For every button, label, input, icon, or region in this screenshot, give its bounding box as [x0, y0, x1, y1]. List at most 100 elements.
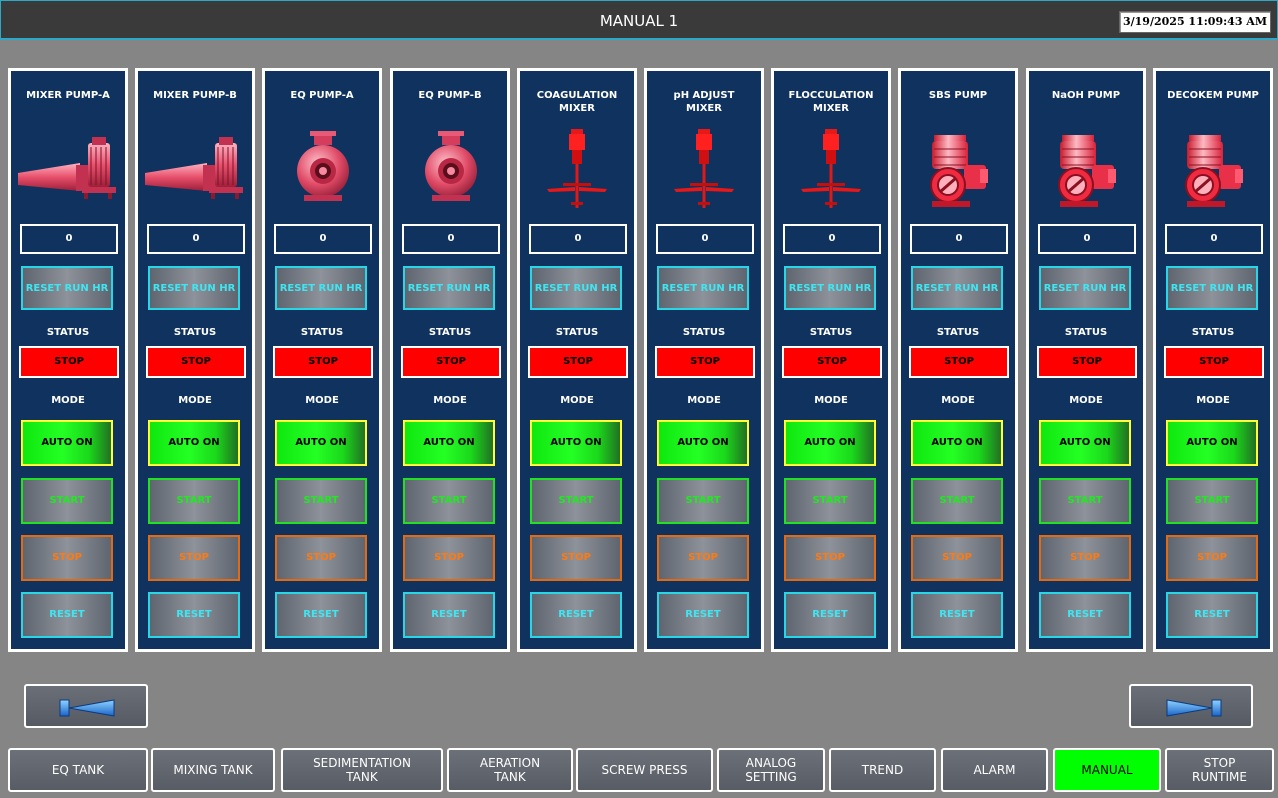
mode-label: MODE	[51, 395, 85, 406]
status-indicator: STOP	[1037, 346, 1137, 378]
equipment-panel: COAGULATION MIXER 0 RESET RUN HR STATUS …	[517, 68, 637, 652]
stop-button[interactable]: STOP	[275, 535, 367, 581]
stop-button[interactable]: STOP	[21, 535, 113, 581]
auto-on-button[interactable]: AUTO ON	[148, 420, 240, 466]
start-button[interactable]: START	[530, 478, 622, 524]
status-label: STATUS	[936, 327, 980, 338]
auto-on-button[interactable]: AUTO ON	[403, 420, 495, 466]
auto-on-button[interactable]: AUTO ON	[784, 420, 876, 466]
equipment-panel: NaOH PUMP 0 RESET RUN HR STATUS STOP MOD…	[1026, 68, 1146, 652]
dosing-pump-icon	[1163, 129, 1263, 209]
reset-run-hr-button[interactable]: RESET RUN HR	[403, 266, 495, 310]
auto-on-button[interactable]: AUTO ON	[275, 420, 367, 466]
title-bar: MANUAL 1 3/19/2025 11:09:43 AM	[0, 0, 1278, 40]
start-button[interactable]: START	[275, 478, 367, 524]
tab-analog-setting[interactable]: ANALOG SETTING	[717, 748, 825, 792]
equipment-panel: MIXER PUMP-B 0 RESET RUN HR STATUS STOP …	[135, 68, 255, 652]
mode-label: MODE	[1196, 395, 1230, 406]
stop-button[interactable]: STOP	[1166, 535, 1258, 581]
run-hour-counter: 0	[656, 224, 754, 254]
mode-label: MODE	[941, 395, 975, 406]
page-title: MANUAL 1	[599, 12, 679, 30]
stop-button[interactable]: STOP	[403, 535, 495, 581]
reset-button[interactable]: RESET	[21, 592, 113, 638]
reset-run-hr-button[interactable]: RESET RUN HR	[148, 266, 240, 310]
submersible-mixer-icon	[18, 129, 118, 209]
status-label: STATUS	[300, 327, 344, 338]
agitator-icon	[527, 129, 627, 209]
reset-run-hr-button[interactable]: RESET RUN HR	[21, 266, 113, 310]
reset-button[interactable]: RESET	[657, 592, 749, 638]
reset-button[interactable]: RESET	[403, 592, 495, 638]
equipment-name: MIXER PUMP-A	[26, 90, 110, 101]
reset-button[interactable]: RESET	[1039, 592, 1131, 638]
equipment-panel: FLOCCULATION MIXER 0 RESET RUN HR STATUS…	[771, 68, 891, 652]
tab-mixing-tank[interactable]: MIXING TANK	[151, 748, 275, 792]
reset-button[interactable]: RESET	[911, 592, 1003, 638]
stop-button[interactable]: STOP	[1039, 535, 1131, 581]
stop-button[interactable]: STOP	[657, 535, 749, 581]
auto-on-button[interactable]: AUTO ON	[1039, 420, 1131, 466]
reset-run-hr-button[interactable]: RESET RUN HR	[657, 266, 749, 310]
reset-run-hr-button[interactable]: RESET RUN HR	[784, 266, 876, 310]
start-button[interactable]: START	[784, 478, 876, 524]
reset-run-hr-button[interactable]: RESET RUN HR	[911, 266, 1003, 310]
reset-button[interactable]: RESET	[148, 592, 240, 638]
tab-sedimentation-tank[interactable]: SEDIMENTATION TANK	[281, 748, 443, 792]
equipment-name: COAGULATION MIXER	[536, 90, 618, 114]
start-button[interactable]: START	[911, 478, 1003, 524]
run-hour-counter: 0	[910, 224, 1008, 254]
equipment-name: FLOCCULATION MIXER	[788, 90, 874, 114]
tab-stop-runtime[interactable]: STOP RUNTIME	[1165, 748, 1274, 792]
dosing-pump-icon	[908, 129, 1008, 209]
start-button[interactable]: START	[21, 478, 113, 524]
auto-on-button[interactable]: AUTO ON	[657, 420, 749, 466]
tab-aeration-tank[interactable]: AERATION TANK	[447, 748, 573, 792]
stop-button[interactable]: STOP	[911, 535, 1003, 581]
reset-run-hr-button[interactable]: RESET RUN HR	[530, 266, 622, 310]
stop-button[interactable]: STOP	[530, 535, 622, 581]
reset-button[interactable]: RESET	[275, 592, 367, 638]
start-button[interactable]: START	[403, 478, 495, 524]
tab-manual[interactable]: MANUAL	[1053, 748, 1161, 792]
run-hour-counter: 0	[1038, 224, 1136, 254]
tab-screw-press[interactable]: SCREW PRESS	[576, 748, 713, 792]
reset-run-hr-button[interactable]: RESET RUN HR	[1039, 266, 1131, 310]
tab-alarm[interactable]: ALARM	[941, 748, 1048, 792]
reset-run-hr-button[interactable]: RESET RUN HR	[1166, 266, 1258, 310]
auto-on-button[interactable]: AUTO ON	[1166, 420, 1258, 466]
start-button[interactable]: START	[657, 478, 749, 524]
mode-label: MODE	[178, 395, 212, 406]
status-indicator: STOP	[1164, 346, 1264, 378]
tab-eq-tank[interactable]: EQ TANK	[8, 748, 148, 792]
reset-button[interactable]: RESET	[784, 592, 876, 638]
centrifugal-pump-icon	[400, 129, 500, 209]
stop-button[interactable]: STOP	[148, 535, 240, 581]
status-indicator: STOP	[401, 346, 501, 378]
reset-button[interactable]: RESET	[1166, 592, 1258, 638]
status-indicator: STOP	[273, 346, 373, 378]
auto-on-button[interactable]: AUTO ON	[21, 420, 113, 466]
reset-run-hr-button[interactable]: RESET RUN HR	[275, 266, 367, 310]
status-indicator: STOP	[655, 346, 755, 378]
run-hour-counter: 0	[529, 224, 627, 254]
start-button[interactable]: START	[1039, 478, 1131, 524]
tab-trend[interactable]: TREND	[829, 748, 936, 792]
mode-label: MODE	[1069, 395, 1103, 406]
datetime-display: 3/19/2025 11:09:43 AM	[1119, 11, 1271, 33]
stop-button[interactable]: STOP	[784, 535, 876, 581]
start-button[interactable]: START	[1166, 478, 1258, 524]
status-label: STATUS	[682, 327, 726, 338]
run-hour-counter: 0	[274, 224, 372, 254]
reset-button[interactable]: RESET	[530, 592, 622, 638]
status-label: STATUS	[46, 327, 90, 338]
auto-on-button[interactable]: AUTO ON	[530, 420, 622, 466]
run-hour-counter: 0	[783, 224, 881, 254]
equipment-name: NaOH PUMP	[1051, 90, 1121, 101]
prev-page-button[interactable]	[24, 684, 148, 728]
start-button[interactable]: START	[148, 478, 240, 524]
next-page-button[interactable]	[1129, 684, 1253, 728]
status-label: STATUS	[428, 327, 472, 338]
arrow-left-icon	[59, 699, 115, 717]
auto-on-button[interactable]: AUTO ON	[911, 420, 1003, 466]
